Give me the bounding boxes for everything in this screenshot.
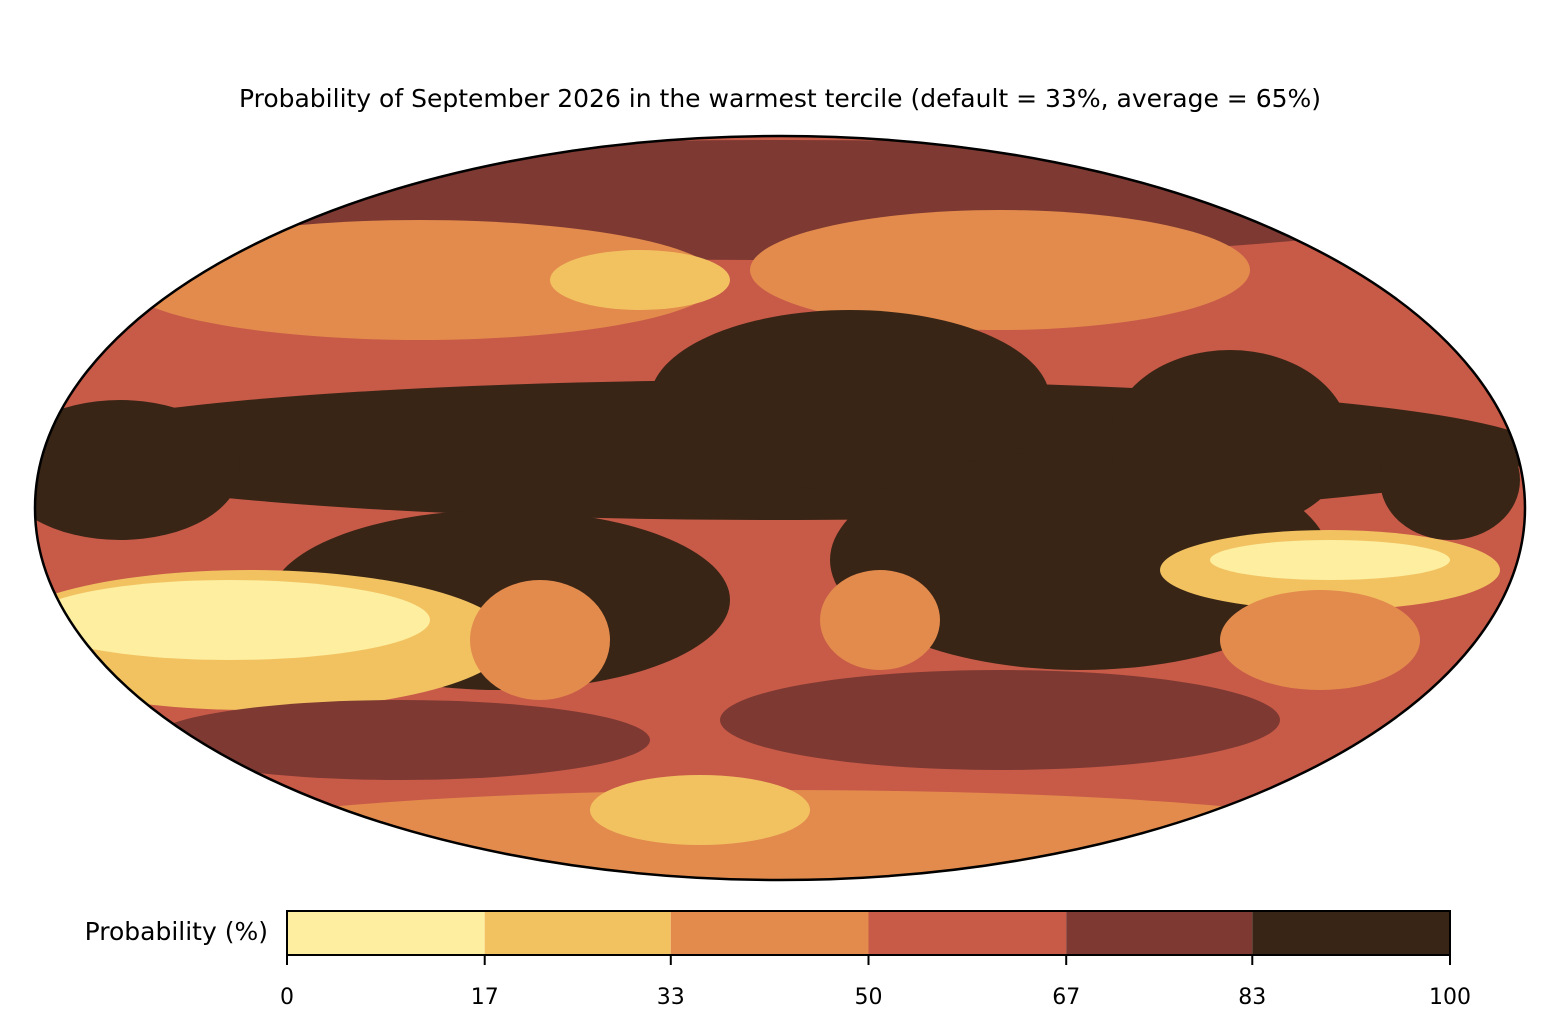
map-region — [120, 220, 720, 340]
map-region — [550, 250, 730, 310]
colorbar-segment — [670, 911, 869, 955]
map-region — [35, 400, 240, 540]
map — [35, 136, 1525, 880]
colorbar-segment — [1252, 911, 1450, 955]
colorbar-segment — [484, 911, 671, 955]
map-outline — [33, 134, 1527, 882]
map-region — [470, 580, 610, 700]
tick-label: 0 — [280, 985, 294, 1010]
map-region — [1380, 420, 1520, 540]
map-region — [650, 310, 1050, 490]
tick-label: 100 — [1429, 985, 1471, 1010]
map-region — [1110, 350, 1350, 530]
tick-label: 83 — [1238, 985, 1266, 1010]
map-region — [1220, 590, 1420, 690]
colorbar-segment — [1066, 911, 1253, 955]
tick-label: 50 — [855, 985, 883, 1010]
map-title: Probability of September 2026 in the war… — [239, 84, 1321, 113]
map-region — [35, 580, 430, 660]
map-region — [820, 570, 940, 670]
tick-label: 17 — [471, 985, 499, 1010]
map-region — [750, 210, 1250, 330]
map-region — [720, 670, 1280, 770]
colorbar-segment — [287, 911, 485, 955]
colorbar-segment — [868, 911, 1067, 955]
tick-label: 33 — [657, 985, 685, 1010]
colorbar: 0 17 33 50 67 83 100 — [280, 910, 1471, 1010]
map-region — [150, 700, 650, 780]
map-region — [1210, 540, 1450, 580]
tick-label: 67 — [1052, 985, 1080, 1010]
colorbar-label: Probability (%) — [85, 917, 268, 946]
map-region — [590, 775, 810, 845]
